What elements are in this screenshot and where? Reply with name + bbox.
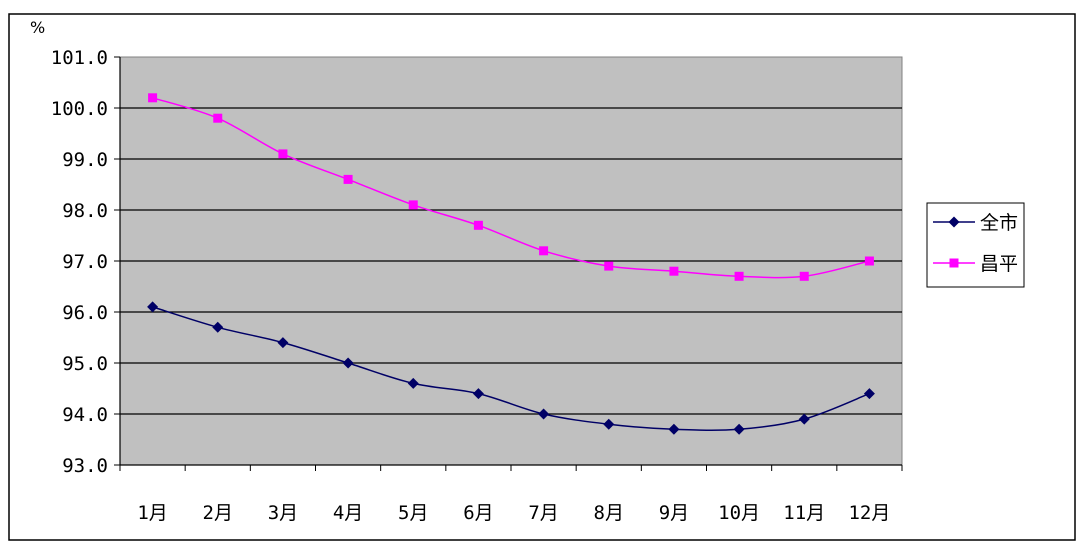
legend-marker bbox=[949, 258, 959, 268]
x-tick-label: 11月 bbox=[783, 502, 825, 524]
plot-area: 101.0 100.0 99.0 98.0 97.0 96.0 95.0 94.0 93.0 1月… bbox=[51, 47, 903, 524]
x-tick-label: 7月 bbox=[528, 502, 558, 524]
data-point-series-2 bbox=[473, 220, 483, 230]
data-point-series-2 bbox=[539, 246, 549, 256]
data-point-series-1 bbox=[798, 413, 810, 425]
x-tick-label: 8月 bbox=[594, 502, 624, 524]
data-point-series-1 bbox=[538, 408, 550, 420]
y-tick-label: 101.0 bbox=[51, 47, 108, 69]
x-tick-label: 1月 bbox=[137, 502, 167, 524]
x-tick-label: 10月 bbox=[718, 502, 760, 524]
series-line-2 bbox=[152, 97, 870, 279]
data-point-series-2 bbox=[669, 266, 679, 276]
legend-label: 昌平 bbox=[980, 253, 1018, 275]
y-tick-label: 95.0 bbox=[62, 353, 108, 375]
y-tick-label: 94.0 bbox=[62, 404, 108, 426]
x-tick-label: 9月 bbox=[659, 502, 689, 524]
data-point-series-2 bbox=[604, 261, 614, 271]
x-tick-label: 4月 bbox=[333, 502, 363, 524]
data-point-series-1 bbox=[342, 357, 354, 369]
x-tick-label: 3月 bbox=[268, 502, 298, 524]
y-tick-label: 99.0 bbox=[62, 149, 108, 171]
data-point-series-1 bbox=[472, 388, 484, 400]
data-point-series-2 bbox=[343, 174, 353, 184]
data-point-series-2 bbox=[148, 93, 158, 103]
data-point-series-1 bbox=[603, 418, 615, 430]
legend-label: 全市 bbox=[980, 212, 1018, 234]
y-tick-label: 98.0 bbox=[62, 200, 108, 222]
data-point-series-2 bbox=[408, 200, 418, 210]
data-point-series-1 bbox=[407, 377, 419, 389]
data-point-series-1 bbox=[277, 337, 289, 349]
data-point-series-2 bbox=[734, 271, 744, 281]
legend-box bbox=[926, 202, 1025, 288]
legend-marker bbox=[948, 216, 960, 228]
x-tick-label: 12月 bbox=[848, 502, 890, 524]
x-tick-label: 5月 bbox=[398, 502, 428, 524]
y-tick-label: 97.0 bbox=[62, 251, 108, 273]
y-tick-label: 93.0 bbox=[62, 455, 108, 477]
y-tick-label: 100.0 bbox=[51, 98, 108, 120]
data-point-series-1 bbox=[863, 388, 875, 400]
data-point-series-1 bbox=[668, 423, 680, 435]
data-point-series-2 bbox=[799, 271, 809, 281]
x-tick-label: 2月 bbox=[203, 502, 233, 524]
y-unit-label: % bbox=[30, 18, 45, 37]
data-point-series-1 bbox=[147, 301, 159, 313]
data-point-series-2 bbox=[278, 149, 288, 159]
data-point-series-2 bbox=[213, 113, 223, 123]
series-line-1 bbox=[152, 306, 870, 432]
data-point-series-2 bbox=[864, 256, 874, 266]
y-tick-label: 96.0 bbox=[62, 302, 108, 324]
data-point-series-1 bbox=[212, 321, 224, 333]
x-tick-label: 6月 bbox=[463, 502, 493, 524]
data-point-series-1 bbox=[733, 423, 745, 435]
